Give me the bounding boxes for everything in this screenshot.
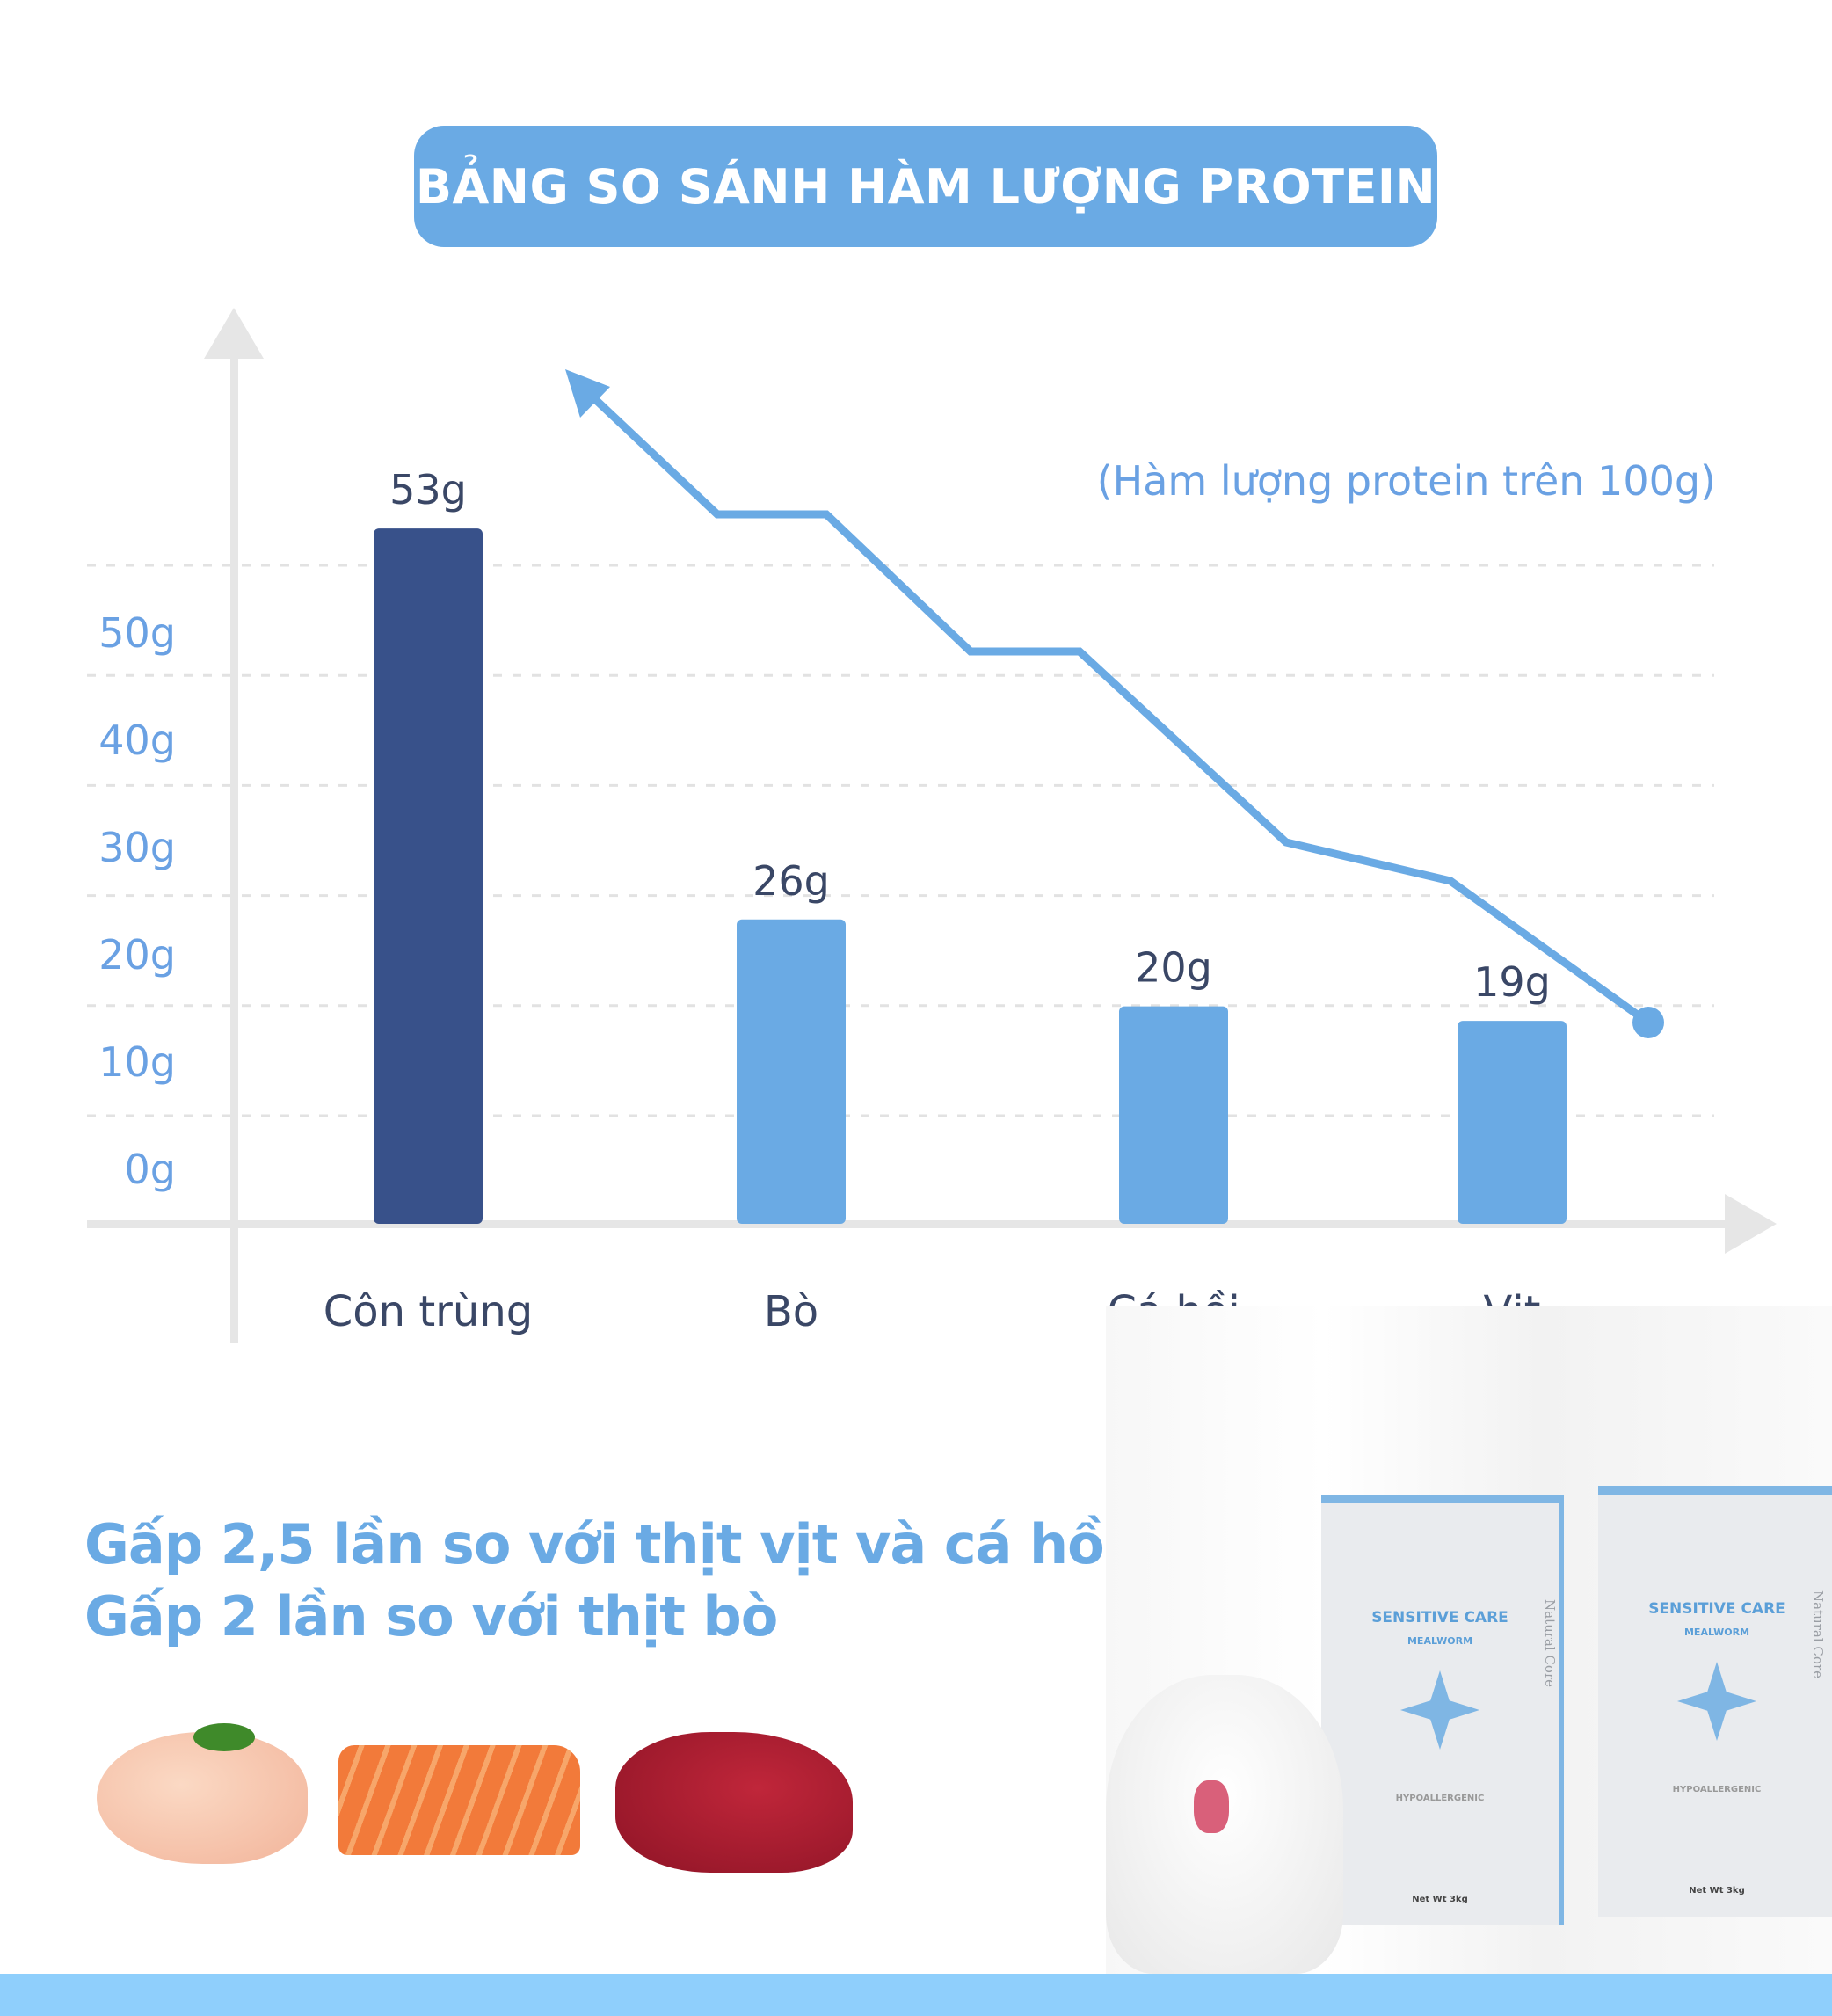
product-variant: MEALWORM (1683, 1627, 1750, 1638)
bar (1119, 1006, 1228, 1224)
product-photo: SENSITIVE CARE MEALWORM Natural Core HYP… (1106, 1306, 1832, 1974)
product-variant: MEALWORM (1407, 1635, 1473, 1647)
category-label: Bò (764, 1287, 818, 1336)
bar-value-label: 53g (389, 466, 467, 513)
product-tag: HYPOALLERGENIC (1395, 1794, 1485, 1803)
y-tick-label: 40g (98, 717, 176, 764)
y-tick-label: 0g (125, 1146, 176, 1193)
y-tick-label: 30g (98, 824, 176, 871)
trend-arrowhead-icon (565, 369, 610, 418)
headline-line-1: Gấp 2,5 lần so với thịt vịt và cá hồi (84, 1512, 1123, 1576)
bar (374, 528, 483, 1224)
food-images (88, 1714, 861, 1890)
x-axis-line (87, 1220, 1740, 1228)
product-bag-right: SENSITIVE CARE MEALWORM Natural Core HYP… (1598, 1486, 1832, 1917)
bar-value-label: 20g (1135, 944, 1212, 992)
product-weight: Net Wt 3kg (1689, 1886, 1745, 1896)
y-tick-label: 10g (98, 1038, 176, 1086)
basil-leaf-icon (193, 1723, 255, 1751)
bar-value-label: 19g (1473, 958, 1551, 1006)
product-name: SENSITIVE CARE (1648, 1600, 1785, 1618)
y-axis-line (230, 352, 238, 1343)
category-label: Côn trùng (324, 1287, 533, 1336)
product-name: SENSITIVE CARE (1371, 1609, 1508, 1627)
chart-note: (Hàm lượng protein trên 100g) (1096, 457, 1716, 505)
y-axis-arrow (204, 308, 264, 359)
product-tag: HYPOALLERGENIC (1672, 1785, 1762, 1794)
chicken-breast-image (97, 1732, 308, 1864)
bar (1458, 1021, 1567, 1224)
headline-line-2: Gấp 2 lần so với thịt bò (84, 1584, 778, 1648)
bar-value-label: 26g (752, 857, 830, 905)
product-bag-left: SENSITIVE CARE MEALWORM Natural Core HYP… (1321, 1495, 1564, 1925)
bar (737, 919, 846, 1224)
product-brand: Natural Core (1542, 1599, 1558, 1687)
title-banner: BẢNG SO SÁNH HÀM LƯỢNG PROTEIN (414, 126, 1437, 247)
bottom-band (0, 1974, 1832, 2016)
y-tick-label: 50g (98, 609, 176, 657)
y-tick-label: 20g (98, 931, 176, 979)
trend-line (578, 383, 1651, 1026)
chart-title: BẢNG SO SÁNH HÀM LƯỢNG PROTEIN (415, 158, 1436, 215)
salmon-fillet-image (338, 1745, 580, 1855)
dog-tongue (1194, 1780, 1229, 1833)
beef-image (615, 1732, 853, 1873)
product-brand: Natural Core (1810, 1590, 1826, 1678)
star-logo-icon (1400, 1670, 1479, 1750)
trend-end-dot (1632, 1007, 1664, 1038)
star-logo-icon (1677, 1662, 1756, 1741)
product-weight: Net Wt 3kg (1412, 1895, 1468, 1904)
x-axis-arrow (1725, 1194, 1777, 1254)
